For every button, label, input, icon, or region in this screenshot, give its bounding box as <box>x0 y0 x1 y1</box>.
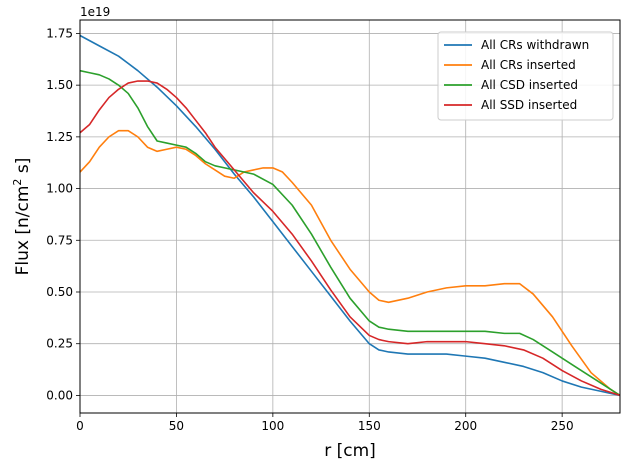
y-tick-label: 1.25 <box>46 130 73 144</box>
y-tick-label: 0.00 <box>46 388 73 402</box>
y-tick-label: 0.75 <box>46 233 73 247</box>
y-tick-label: 1.75 <box>46 26 73 40</box>
x-tick-label: 150 <box>358 419 381 433</box>
series-line-2 <box>79 129 621 397</box>
legend-box <box>437 31 614 121</box>
legend-entry: All CRs inserted <box>481 58 576 72</box>
y-tick-label: 1.50 <box>46 78 73 92</box>
y-offset-text: 1e19 <box>80 5 110 19</box>
plot-frame <box>79 19 621 414</box>
legend: All CRs withdrawn All CRs inserted All CSD… <box>437 31 614 121</box>
axis-ticks: 0 50 100 150 200 250 0.00 0.25 0.50 0.75 1.00 1.25 1… <box>46 26 573 433</box>
series-line-3 <box>79 69 621 397</box>
x-tick-label: 50 <box>169 419 184 433</box>
series-lines <box>79 34 621 397</box>
y-tick-label: 1.00 <box>46 182 73 196</box>
y-tick-label: 0.25 <box>46 337 73 351</box>
y-tick-label: 0.50 <box>46 285 73 299</box>
x-tick-label: 0 <box>76 419 84 433</box>
y-axis-label-end: s] <box>13 158 33 179</box>
y-axis-label: Flux [n/cm2 s] <box>11 158 33 276</box>
series-line-4 <box>79 80 621 397</box>
y-axis-label-main: Flux [n/cm <box>13 186 33 276</box>
legend-entry: All SSD inserted <box>481 98 577 112</box>
x-tick-label: 200 <box>454 419 477 433</box>
legend-entry: All CSD inserted <box>481 78 578 92</box>
series-line-1 <box>79 34 621 397</box>
legend-entry: All CRs withdrawn <box>481 38 589 52</box>
x-tick-label: 250 <box>551 419 574 433</box>
x-tick-label: 100 <box>261 419 284 433</box>
y-axis-label-superscript: 2 <box>11 179 24 186</box>
x-axis-label: r [cm] <box>324 441 376 461</box>
